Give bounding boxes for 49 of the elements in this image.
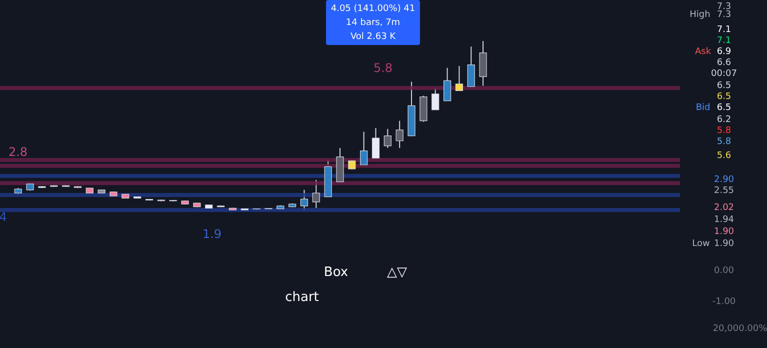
annotation: Vol 2.63 K <box>350 32 397 42</box>
text: 4.05 (141.00%) 41 <box>330 4 416 14</box>
candlestick <box>372 128 380 159</box>
candlestick <box>443 67 452 102</box>
candlestick <box>396 120 404 148</box>
text: 6.6 <box>716 58 732 68</box>
text: 5.8 <box>716 137 732 147</box>
text: 7.1 <box>716 25 732 35</box>
annotation: 5.8 <box>373 61 393 75</box>
text: 0.00 <box>714 266 734 276</box>
candlestick <box>360 131 368 166</box>
text: High <box>690 10 710 20</box>
text: 6.9 <box>716 47 732 57</box>
text: Ask <box>694 47 712 57</box>
text: 1.94 <box>714 215 734 225</box>
text: 1.9 <box>202 227 222 241</box>
candlestick <box>479 40 487 86</box>
text: 6.2 <box>716 115 732 125</box>
text: 6.5 <box>716 103 732 113</box>
text: 2.90 <box>714 175 734 185</box>
candlestick <box>384 128 392 148</box>
text: 1.90 <box>714 227 734 237</box>
text: 2.55 <box>714 186 734 196</box>
candlestick <box>432 87 440 110</box>
text: 4 <box>0 210 7 224</box>
text: 5.6 <box>716 151 732 161</box>
text: 7.3 <box>716 2 732 12</box>
candlestick <box>312 179 320 209</box>
candlestick <box>467 46 475 88</box>
text: 7.1 <box>716 36 732 46</box>
candlestick <box>455 66 463 92</box>
text: 14 bars, 7m <box>346 18 400 28</box>
text: 6.5 <box>716 92 732 102</box>
text: 00:07 <box>711 69 737 79</box>
text: 2.02 <box>714 203 734 213</box>
text: 5.8 <box>716 126 732 136</box>
text: Box <box>324 265 348 280</box>
candlestick <box>420 95 428 122</box>
annotation: 2.8 <box>8 145 28 159</box>
text: Bid <box>696 103 710 113</box>
text: -1.00 <box>712 297 736 307</box>
text: 6.5 <box>716 81 732 91</box>
text: Low <box>692 239 710 249</box>
text: △▽ <box>387 265 407 280</box>
text: chart <box>285 290 319 305</box>
text: 7.3 <box>716 10 732 20</box>
candlestick <box>300 189 308 210</box>
text: 1.90 <box>714 239 734 249</box>
text: 20,000.00% <box>712 324 767 334</box>
